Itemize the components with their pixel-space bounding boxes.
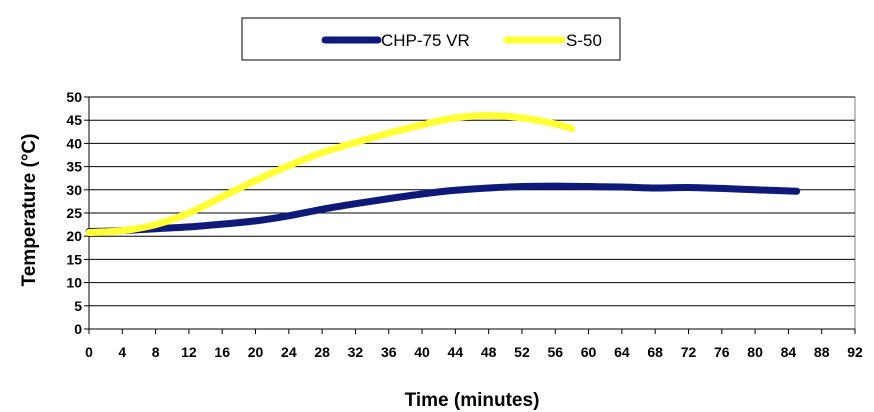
y-axis-title: Temperature (°C) <box>19 134 40 287</box>
x-tick-label-60: 60 <box>581 344 597 360</box>
x-tick-label-32: 32 <box>348 344 364 360</box>
x-axis-ticks: 0 4 8 12 16 20 24 28 32 36 40 44 48 52 56 60 64 68 72 76 80 8… <box>85 328 863 360</box>
x-tick-label-84: 84 <box>781 344 797 360</box>
x-tick-label-92: 92 <box>847 344 863 360</box>
y-tick-label-20: 20 <box>66 228 82 244</box>
x-tick-label-80: 80 <box>747 344 763 360</box>
series-lines <box>85 112 801 236</box>
x-tick-label-52: 52 <box>514 344 530 360</box>
x-tick-label-8: 8 <box>152 344 160 360</box>
y-tick-label-40: 40 <box>66 135 82 151</box>
y-tick-label-0: 0 <box>74 321 82 337</box>
y-tick-label-5: 5 <box>74 298 82 314</box>
series-line-s-50 <box>85 112 576 236</box>
x-tick-label-16: 16 <box>214 344 230 360</box>
x-tick-label-40: 40 <box>414 344 430 360</box>
x-tick-label-76: 76 <box>714 344 730 360</box>
x-tick-label-72: 72 <box>681 344 697 360</box>
legend: CHP-75 VR S-50 <box>241 17 621 61</box>
x-tick-label-28: 28 <box>314 344 330 360</box>
x-tick-label-68: 68 <box>647 344 663 360</box>
y-tick-label-35: 35 <box>66 159 82 175</box>
x-tick-label-24: 24 <box>281 344 297 360</box>
x-tick-label-20: 20 <box>248 344 264 360</box>
y-tick-label-25: 25 <box>66 205 82 221</box>
y-tick-label-50: 50 <box>66 89 82 105</box>
x-tick-label-48: 48 <box>481 344 497 360</box>
x-tick-label-0: 0 <box>85 344 93 360</box>
x-axis-title: Time (minutes) <box>405 390 540 411</box>
x-tick-label-36: 36 <box>381 344 397 360</box>
x-tick-label-44: 44 <box>448 344 464 360</box>
legend-label-chp75: CHP-75 VR <box>381 31 470 50</box>
y-tick-label-10: 10 <box>66 275 82 291</box>
x-tick-label-64: 64 <box>614 344 630 360</box>
x-tick-label-12: 12 <box>181 344 197 360</box>
x-tick-label-4: 4 <box>118 344 126 360</box>
y-tick-label-30: 30 <box>66 182 82 198</box>
y-tick-label-15: 15 <box>66 251 82 267</box>
series-line-chp-75-vr <box>85 182 801 236</box>
y-tick-label-45: 45 <box>66 112 82 128</box>
x-tick-label-88: 88 <box>814 344 830 360</box>
y-axis-ticks: 0 5 10 15 20 25 30 35 40 45 50 <box>66 89 90 337</box>
legend-label-s50: S-50 <box>566 31 602 50</box>
x-tick-label-56: 56 <box>547 344 563 360</box>
